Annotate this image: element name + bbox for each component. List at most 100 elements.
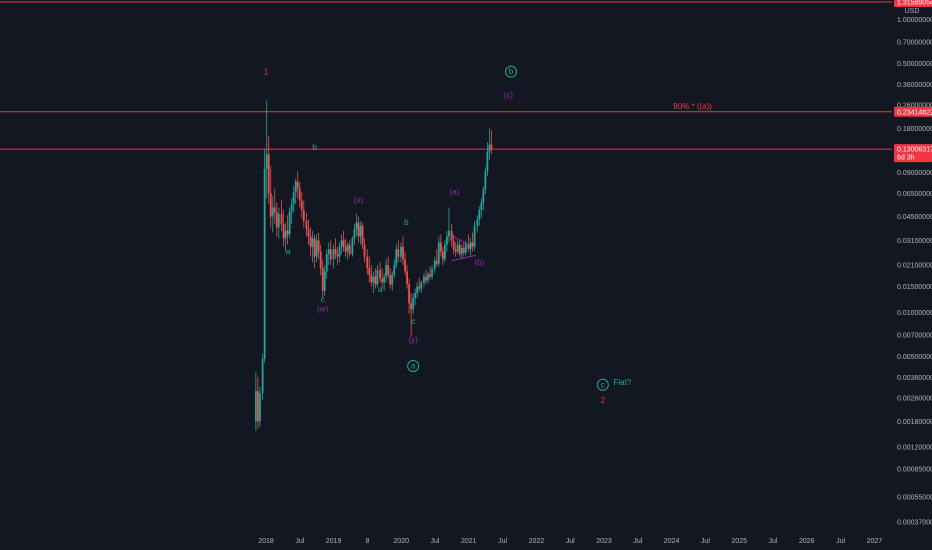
candle[interactable] — [325, 249, 328, 279]
candle[interactable] — [448, 207, 450, 243]
candle[interactable] — [336, 246, 339, 266]
candle[interactable] — [317, 232, 320, 260]
candle[interactable] — [383, 273, 386, 291]
candle[interactable] — [431, 265, 433, 280]
candle[interactable] — [469, 238, 472, 256]
candle[interactable] — [460, 244, 463, 258]
candle[interactable] — [257, 377, 259, 429]
candle[interactable] — [418, 277, 421, 292]
candle[interactable] — [478, 206, 481, 226]
candle[interactable] — [288, 207, 291, 239]
candle[interactable] — [290, 198, 293, 225]
candle[interactable] — [286, 215, 289, 245]
candle[interactable] — [410, 293, 413, 337]
candle[interactable] — [334, 238, 337, 260]
candle[interactable] — [387, 256, 390, 279]
candle[interactable] — [302, 200, 305, 228]
candle[interactable] — [361, 222, 364, 250]
candle[interactable] — [359, 221, 362, 245]
candle[interactable] — [435, 249, 438, 267]
candle[interactable] — [372, 271, 375, 294]
candle[interactable] — [429, 266, 431, 280]
candle[interactable] — [311, 230, 314, 263]
candle[interactable] — [427, 271, 429, 284]
candle[interactable] — [327, 242, 330, 266]
candle[interactable] — [340, 234, 343, 255]
candle[interactable] — [332, 244, 335, 269]
price-axis[interactable]: USD 1.00000000 0.70000000 0.50000000 0.3600… — [897, 8, 932, 527]
candle[interactable] — [259, 386, 261, 427]
candle[interactable] — [408, 278, 410, 314]
candle[interactable] — [476, 215, 479, 233]
candle[interactable] — [315, 234, 318, 263]
candle[interactable] — [404, 251, 406, 275]
candle[interactable] — [490, 130, 493, 155]
candle[interactable] — [370, 265, 373, 287]
candle[interactable] — [344, 238, 347, 257]
candle[interactable] — [273, 188, 276, 225]
candle[interactable] — [397, 240, 400, 263]
candle[interactable] — [393, 259, 396, 279]
candle[interactable] — [368, 256, 371, 283]
candle[interactable] — [441, 246, 444, 266]
candle[interactable] — [348, 240, 351, 257]
candle[interactable] — [443, 240, 446, 263]
candle[interactable] — [280, 200, 283, 231]
candle[interactable] — [439, 234, 442, 257]
candle[interactable] — [282, 209, 285, 247]
candle[interactable] — [414, 288, 417, 306]
candle[interactable] — [366, 249, 369, 275]
candle[interactable] — [353, 224, 356, 245]
candle[interactable] — [416, 282, 419, 299]
candle[interactable] — [323, 265, 326, 296]
candle[interactable] — [423, 273, 425, 288]
candle[interactable] — [406, 265, 408, 289]
candle[interactable] — [389, 268, 392, 289]
candle[interactable] — [400, 242, 402, 263]
candle[interactable] — [342, 230, 345, 252]
candle[interactable] — [261, 353, 264, 401]
candle[interactable] — [363, 238, 366, 263]
candle[interactable] — [292, 185, 295, 213]
candle[interactable] — [473, 221, 476, 251]
candle[interactable] — [402, 236, 404, 266]
candle[interactable] — [482, 186, 485, 210]
candle[interactable] — [298, 181, 301, 208]
candle[interactable] — [379, 262, 381, 283]
candle[interactable] — [357, 216, 360, 243]
candle[interactable] — [269, 165, 272, 228]
candle[interactable] — [284, 222, 287, 252]
candle[interactable] — [395, 244, 398, 269]
candle[interactable] — [374, 268, 377, 289]
candle[interactable] — [277, 207, 280, 239]
candle[interactable] — [450, 224, 453, 247]
candle[interactable] — [346, 242, 349, 260]
candle[interactable] — [376, 265, 379, 288]
candle[interactable] — [456, 240, 459, 255]
candle[interactable] — [305, 212, 308, 237]
candle[interactable] — [265, 100, 268, 199]
candle[interactable] — [319, 244, 322, 275]
candle[interactable] — [267, 136, 270, 204]
candle[interactable] — [433, 256, 436, 274]
candle[interactable] — [263, 149, 266, 364]
candle[interactable] — [458, 240, 461, 257]
candle[interactable] — [437, 236, 440, 267]
candle[interactable] — [412, 293, 415, 314]
candle[interactable] — [275, 202, 278, 237]
candle[interactable] — [391, 271, 394, 291]
time-axis[interactable]: 2018 Jul 2019 8 2020 Jul 2021 Jul 2022 Jul 2023 Jul… — [258, 538, 882, 545]
candle[interactable] — [484, 167, 487, 195]
candles[interactable] — [254, 100, 493, 431]
candle[interactable] — [480, 198, 483, 219]
candle[interactable] — [254, 372, 257, 431]
candle[interactable] — [454, 242, 457, 257]
candle[interactable] — [452, 234, 455, 255]
candle[interactable] — [351, 236, 354, 257]
candle[interactable] — [338, 242, 341, 263]
candle[interactable] — [446, 230, 448, 252]
candle[interactable] — [296, 171, 299, 199]
candle[interactable] — [294, 178, 297, 204]
candle[interactable] — [471, 232, 474, 252]
candle[interactable] — [313, 234, 316, 269]
